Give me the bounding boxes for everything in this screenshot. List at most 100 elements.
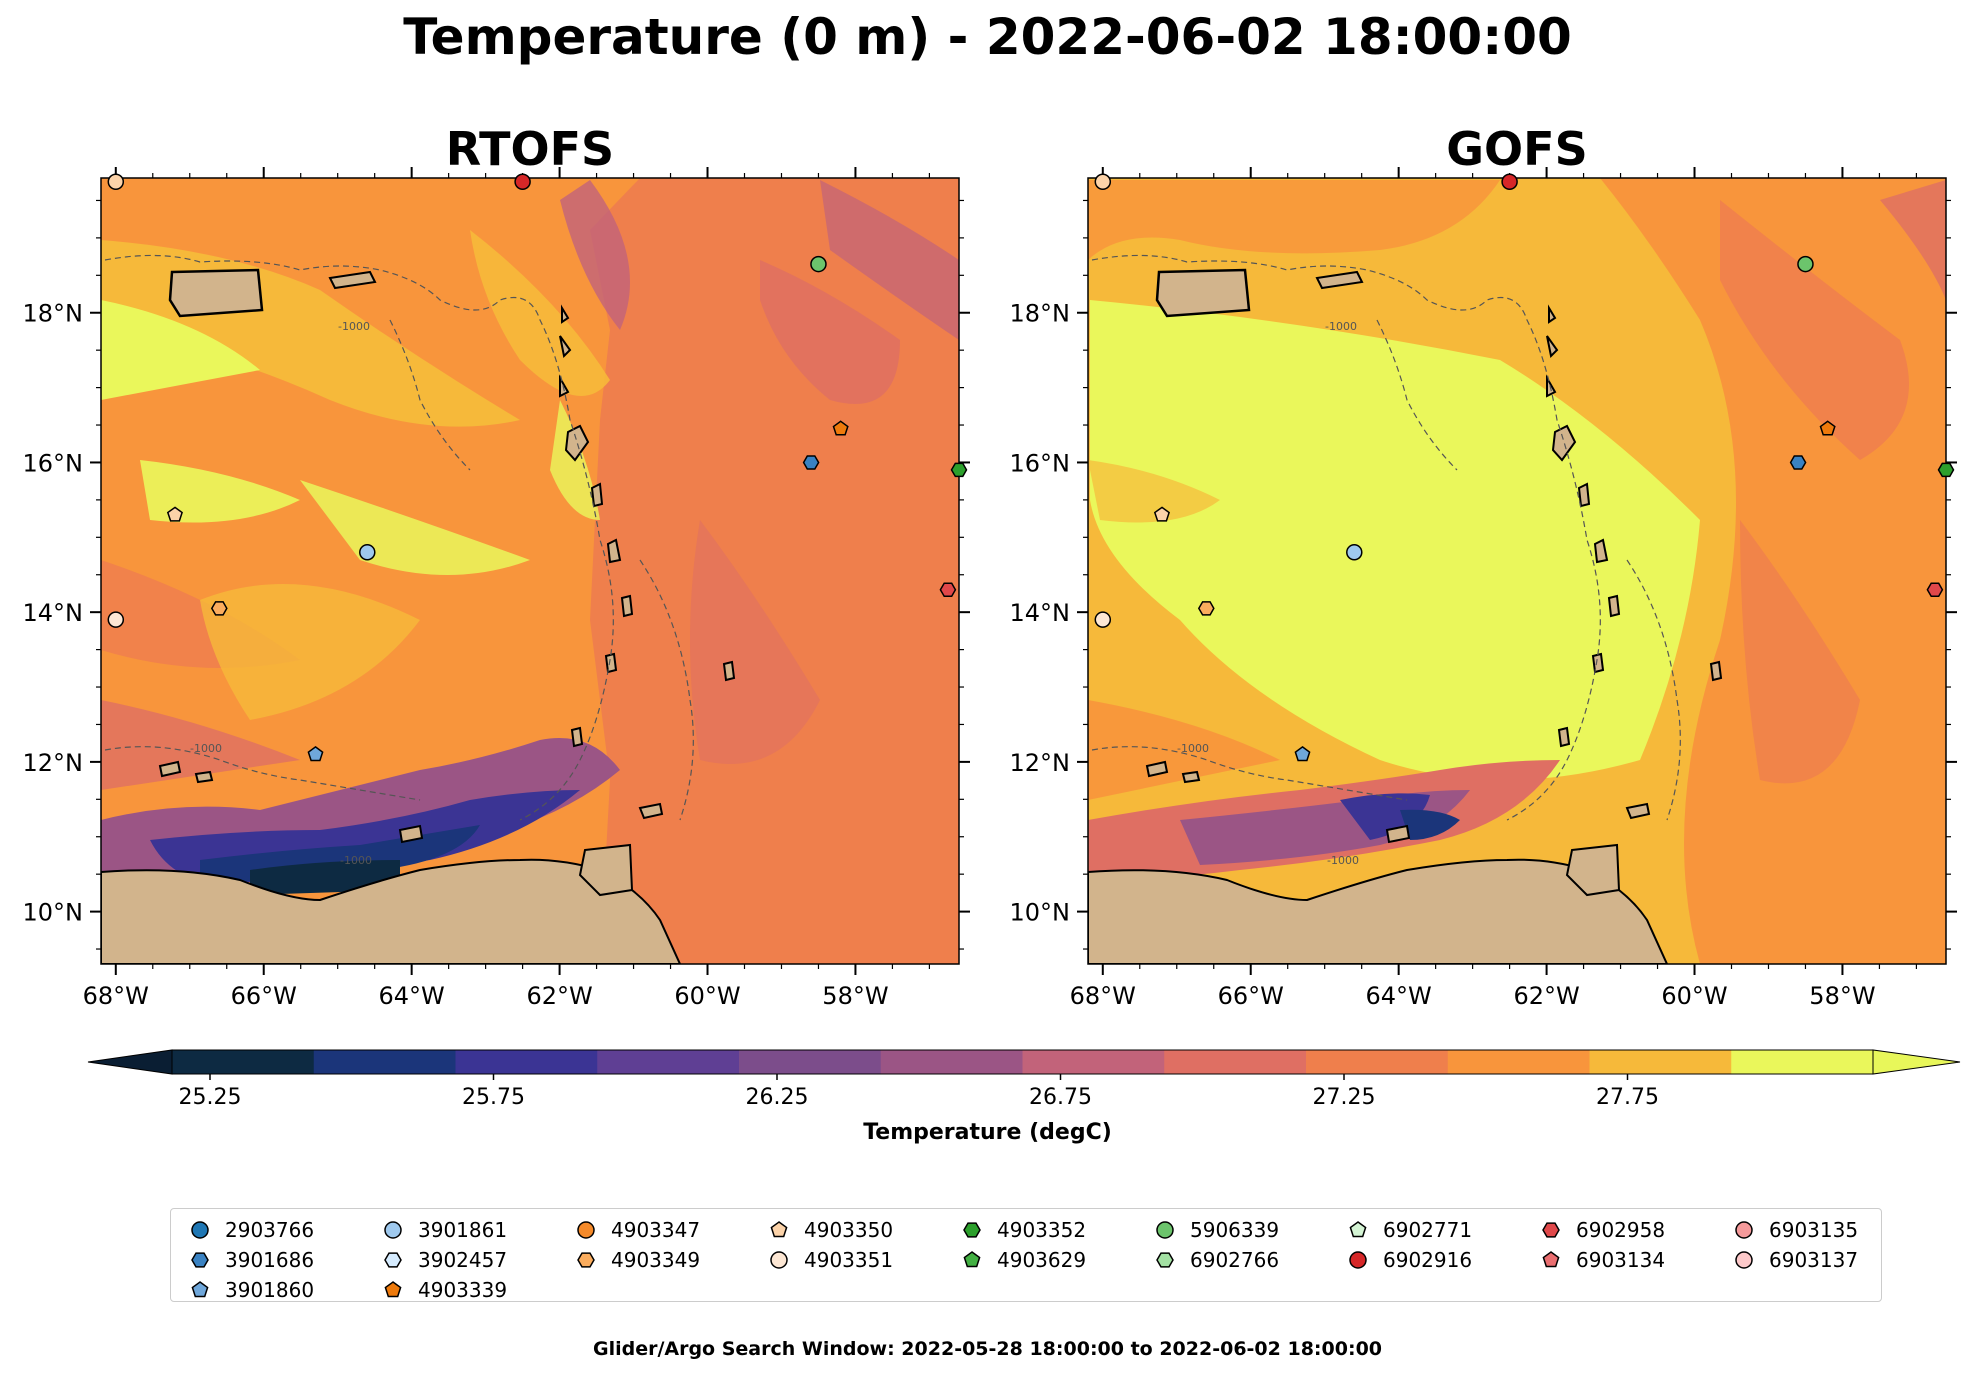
- legend-label: 4903629: [997, 1248, 1087, 1272]
- legend-entry: 4903347: [571, 1217, 700, 1243]
- legend-marker-icon: [770, 1221, 788, 1238]
- lat-tick-label: 12°N: [23, 749, 84, 777]
- gofs-map[interactable]: -1000 -1000 -1000 68°W 66°W 64°W 62°W 60°W 58…: [1010, 167, 1958, 1010]
- float-marker: [1197, 601, 1215, 616]
- legend-entry: 6902916: [1343, 1247, 1472, 1273]
- legend-label: 2903766: [225, 1218, 315, 1242]
- svg-text:-1000: -1000: [190, 742, 222, 755]
- float-marker: [950, 462, 968, 478]
- float-marker: [107, 611, 125, 628]
- legend-marker: [1735, 1221, 1753, 1239]
- lon-tick-label: 58°W: [822, 982, 888, 1010]
- legend-entry: 6902958: [1536, 1217, 1665, 1243]
- legend-label: 6902766: [1190, 1248, 1280, 1272]
- lat-tick-label: 14°N: [23, 599, 84, 627]
- legend-marker: [963, 1222, 981, 1238]
- lon-tick-label: 62°W: [1513, 982, 1579, 1010]
- colorbar-segment: [1164, 1050, 1307, 1074]
- float-marker: [1094, 173, 1112, 190]
- float-marker: [1153, 506, 1170, 522]
- lon-tick-label: 66°W: [231, 982, 297, 1010]
- panel-title-gofs: GOFS: [1446, 122, 1588, 176]
- legend-marker: [577, 1221, 595, 1239]
- float-marker: [1294, 745, 1311, 762]
- legend-entry: 3901860: [185, 1277, 314, 1303]
- colorbar-segment: [455, 1050, 598, 1074]
- legend-marker-icon: [191, 1252, 209, 1268]
- legend-label: 3901686: [225, 1248, 315, 1272]
- legend-label: 4903352: [997, 1218, 1087, 1242]
- colorbar-segment: [172, 1050, 315, 1074]
- legend-label: 3902457: [418, 1248, 508, 1272]
- gofs-axes: 68°W 66°W 64°W 62°W 60°W 58°W 10°N 12°N 14°N 16°N…: [1010, 167, 1957, 1010]
- colorbar-tick-label: 27.25: [1313, 1085, 1376, 1110]
- legend-marker-icon: [1349, 1221, 1367, 1238]
- legend-marker-icon: [191, 1281, 209, 1298]
- colorbar: 25.25 25.75 26.25 26.75 27.25 27.75: [87, 1049, 1961, 1110]
- legend-marker: [1156, 1252, 1174, 1268]
- legend-label: 4903349: [611, 1248, 701, 1272]
- colorbar-segment: [1731, 1050, 1874, 1074]
- float-marker: [1789, 455, 1807, 470]
- legend-marker-icon: [1735, 1221, 1753, 1239]
- legend-marker: [1542, 1251, 1560, 1268]
- legend-marker-icon: [1735, 1251, 1753, 1269]
- legend-marker: [384, 1281, 402, 1298]
- lon-tick-label: 64°W: [1366, 982, 1432, 1010]
- lon-tick-label: 58°W: [1809, 982, 1875, 1010]
- legend-marker-icon: [963, 1251, 981, 1268]
- colorbar-segment: [1589, 1050, 1732, 1074]
- lat-tick-label: 10°N: [1010, 899, 1071, 927]
- legend-entry: 5906339: [1150, 1217, 1279, 1243]
- legend-entry: 3902457: [378, 1247, 507, 1273]
- colorbar-segment: [739, 1050, 882, 1074]
- legend-label: 6902771: [1383, 1218, 1473, 1242]
- svg-text:-1000: -1000: [1325, 320, 1357, 333]
- legend-entry: 3901861: [378, 1217, 507, 1243]
- legend-label: 6902958: [1576, 1218, 1666, 1242]
- svg-text:-1000: -1000: [340, 854, 372, 867]
- lon-tick-label: 68°W: [1070, 982, 1136, 1010]
- colorbar-tick-label: 25.75: [462, 1085, 525, 1110]
- lon-tick-label: 64°W: [379, 982, 445, 1010]
- legend-entry: 4903352: [957, 1217, 1086, 1243]
- legend-label: 3901861: [418, 1218, 508, 1242]
- float-marker: [1797, 255, 1814, 273]
- legend-label: 6903134: [1576, 1248, 1666, 1272]
- lon-tick-label: 60°W: [674, 982, 740, 1010]
- legend-entry: 6903137: [1729, 1247, 1858, 1273]
- float-marker: [802, 455, 820, 470]
- legend-entry: 6902766: [1150, 1247, 1279, 1273]
- lat-tick-label: 18°N: [23, 300, 84, 328]
- float-marker: [939, 582, 957, 597]
- legend-marker: [1349, 1251, 1367, 1269]
- lat-tick-label: 16°N: [23, 449, 84, 477]
- colorbar-tick-label: 26.25: [746, 1085, 809, 1110]
- lat-tick-label: 18°N: [1010, 300, 1071, 328]
- svg-text:-1000: -1000: [1177, 742, 1209, 755]
- rtofs-axes: 68°W 66°W 64°W 62°W 60°W 58°W 10°N 12°N 14°N 16°N…: [23, 167, 970, 1010]
- float-marker: [307, 745, 324, 762]
- legend-marker-icon: [1542, 1222, 1560, 1238]
- float-marker: [210, 601, 228, 616]
- rtofs-map[interactable]: -1000 -1000 -1000 68°W 66°W 64°W 62°W 60°W 58…: [23, 167, 971, 1010]
- legend-marker: [963, 1251, 981, 1268]
- float-marker: [1501, 173, 1518, 190]
- colorbar-under-arrow: [87, 1049, 173, 1075]
- lat-tick-label: 14°N: [1010, 599, 1071, 627]
- float-legend: 2903766 3901686 3901860 3901861 3902457 49033…: [170, 1208, 1882, 1302]
- colorbar-tick-label: 25.25: [179, 1085, 242, 1110]
- legend-marker-icon: [577, 1252, 595, 1268]
- legend-label: 4903339: [418, 1278, 508, 1302]
- legend-marker: [770, 1251, 788, 1269]
- legend-marker: [1542, 1222, 1560, 1238]
- legend-marker-icon: [384, 1221, 402, 1239]
- legend-marker: [384, 1221, 402, 1239]
- legend-label: 6903135: [1769, 1218, 1859, 1242]
- colorbar-segment: [1022, 1050, 1165, 1074]
- figure-title: Temperature (0 m) - 2022-06-02 18:00:00: [403, 8, 1572, 66]
- legend-entry: 4903351: [764, 1247, 893, 1273]
- legend-marker-icon: [963, 1222, 981, 1238]
- legend-entry: 6902771: [1343, 1217, 1472, 1243]
- legend-entry: 3901686: [185, 1247, 314, 1273]
